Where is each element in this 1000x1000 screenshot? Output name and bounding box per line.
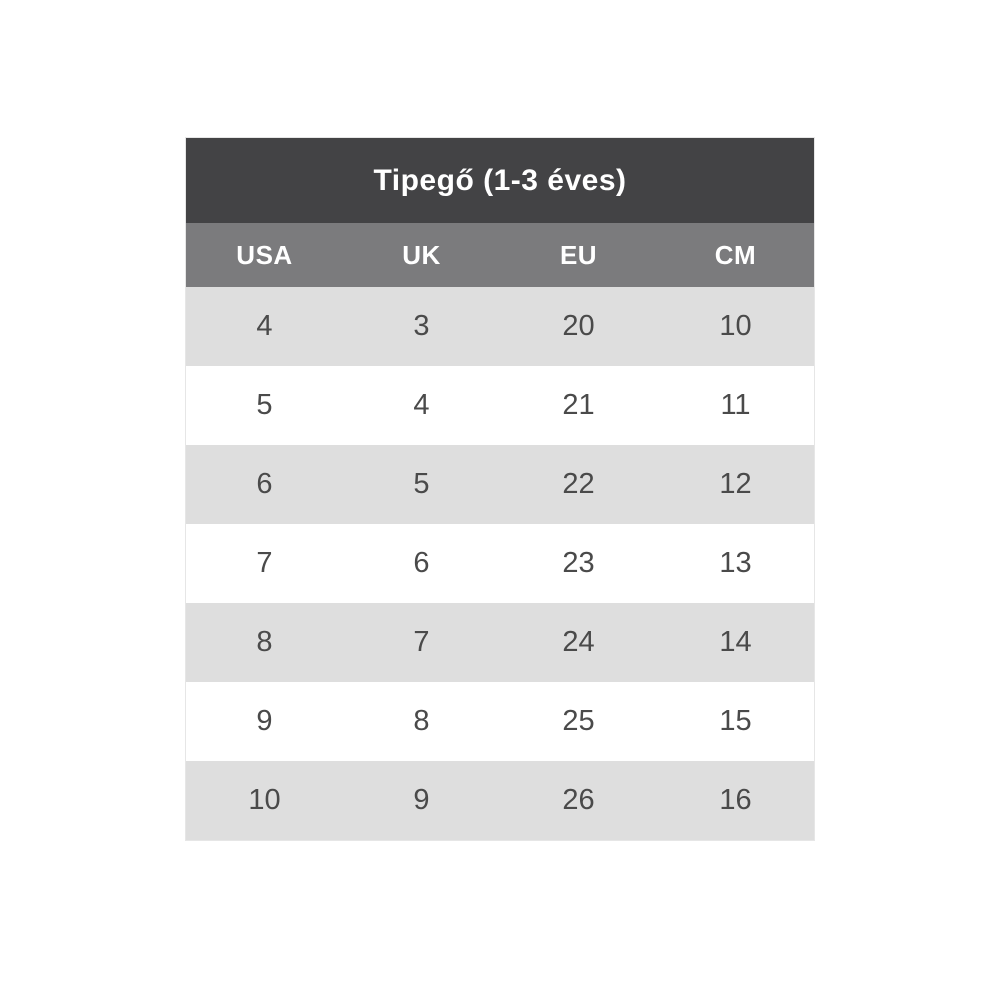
table-header-row: USA UK EU CM [186, 223, 814, 287]
table-row: 8 7 24 14 [186, 603, 814, 682]
cell-uk: 7 [413, 626, 430, 658]
cell-uk: 9 [413, 784, 430, 816]
cell-cm: 14 [719, 626, 752, 658]
cell-cm: 15 [719, 705, 752, 737]
table-row: 7 6 23 13 [186, 524, 814, 603]
cell-uk: 4 [413, 389, 430, 421]
cell-uk: 5 [413, 468, 430, 500]
cell-eu: 24 [562, 626, 595, 658]
cell-usa: 6 [256, 468, 273, 500]
cell-usa: 10 [248, 784, 281, 816]
table-title: Tipegő (1-3 éves) [373, 163, 627, 197]
cell-usa: 9 [256, 705, 273, 737]
table-row: 10 9 26 16 [186, 761, 814, 840]
cell-eu: 22 [562, 468, 595, 500]
table-row: 9 8 25 15 [186, 682, 814, 761]
cell-eu: 26 [562, 784, 595, 816]
cell-cm: 13 [719, 547, 752, 579]
size-conversion-table: Tipegő (1-3 éves) USA UK EU CM 4 3 20 10… [186, 138, 814, 840]
cell-cm: 12 [719, 468, 752, 500]
table-row: 6 5 22 12 [186, 445, 814, 524]
table-title-bar: Tipegő (1-3 éves) [186, 138, 814, 223]
cell-eu: 20 [562, 310, 595, 342]
cell-cm: 16 [719, 784, 752, 816]
column-header-uk: UK [402, 239, 441, 270]
cell-uk: 6 [413, 547, 430, 579]
cell-cm: 11 [720, 389, 751, 421]
table-row: 4 3 20 10 [186, 287, 814, 366]
cell-usa: 5 [256, 389, 273, 421]
cell-uk: 3 [413, 310, 430, 342]
column-header-usa: USA [236, 239, 293, 270]
cell-usa: 4 [256, 310, 273, 342]
cell-uk: 8 [413, 705, 430, 737]
cell-eu: 23 [562, 547, 595, 579]
column-header-eu: EU [559, 239, 598, 270]
cell-cm: 10 [719, 310, 752, 342]
cell-usa: 7 [256, 547, 273, 579]
cell-usa: 8 [256, 626, 273, 658]
table-row: 5 4 21 11 [186, 366, 814, 445]
column-header-cm: CM [714, 239, 757, 270]
cell-eu: 21 [562, 389, 595, 421]
cell-eu: 25 [562, 705, 595, 737]
